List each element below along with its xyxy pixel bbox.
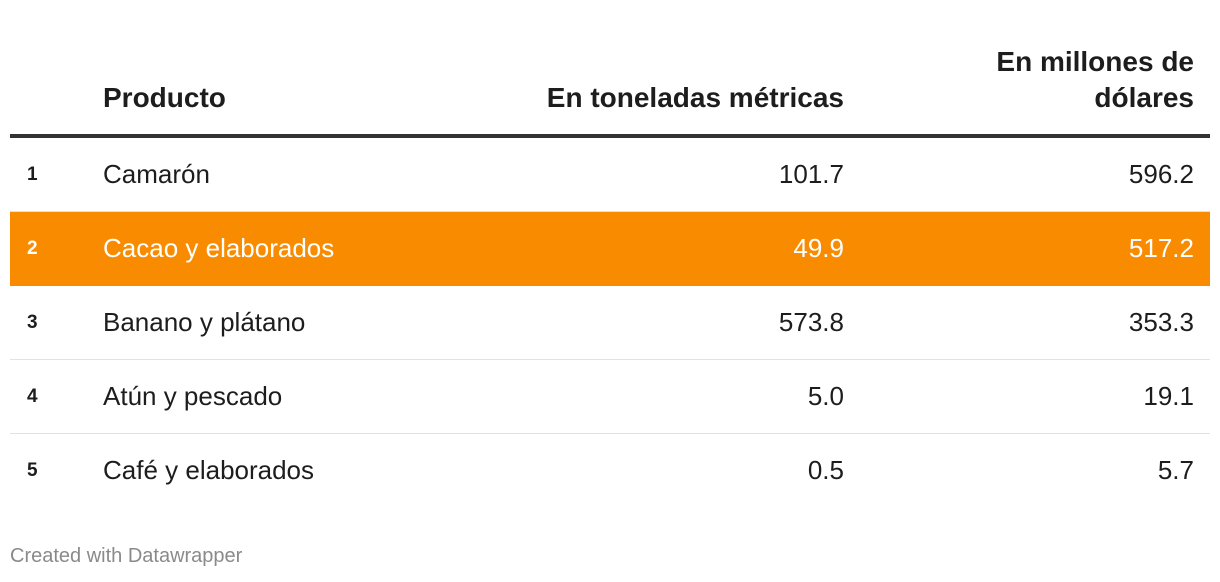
row-rank: 5 [27, 460, 38, 481]
table-row-highlighted: 2 Cacao y elaborados 49.9 517.2 [10, 212, 1210, 286]
row-product: Cacao y elaborados [103, 233, 335, 263]
row-product: Café y elaborados [103, 455, 315, 485]
row-product: Camarón [103, 159, 210, 189]
row-rank: 3 [27, 312, 38, 333]
row-usd: 353.3 [1128, 307, 1194, 337]
table-row: 5 Café y elaborados 0.5 5.7 [10, 434, 1210, 507]
header-toneladas[interactable]: En toneladas métricas [546, 82, 844, 113]
datawrapper-credit[interactable]: Created with Datawrapper [10, 545, 243, 567]
row-tons: 0.5 [807, 455, 844, 485]
table-row: 4 Atún y pescado 5.0 19.1 [10, 360, 1210, 434]
table-header: Producto En toneladas métricas En millon… [10, 40, 1210, 138]
row-usd: 596.2 [1128, 159, 1194, 189]
row-rank: 2 [27, 238, 38, 259]
header-producto[interactable]: Producto [103, 82, 226, 113]
row-product: Banano y plátano [103, 307, 306, 337]
row-usd: 517.2 [1128, 233, 1194, 263]
row-tons: 101.7 [778, 159, 844, 189]
row-tons: 49.9 [793, 233, 844, 263]
table-row: 1 Camarón 101.7 596.2 [10, 138, 1210, 212]
data-table: Producto En toneladas métricas En millon… [10, 40, 1210, 507]
row-tons: 573.8 [778, 307, 844, 337]
row-usd: 19.1 [1143, 381, 1194, 411]
row-tons: 5.0 [807, 381, 844, 411]
row-usd: 5.7 [1157, 455, 1194, 485]
header-millones-dolares[interactable]: En millones de dólares [996, 46, 1194, 113]
row-product: Atún y pescado [103, 381, 283, 411]
table-row: 3 Banano y plátano 573.8 353.3 [10, 286, 1210, 360]
row-rank: 1 [27, 164, 38, 185]
row-rank: 4 [27, 386, 38, 407]
